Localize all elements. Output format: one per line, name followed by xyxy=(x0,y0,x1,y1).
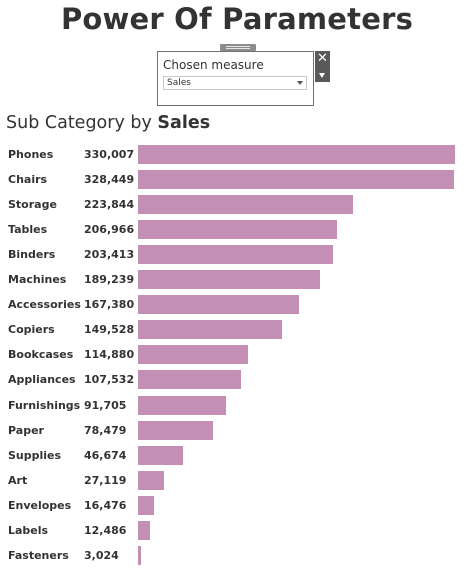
bar[interactable] xyxy=(138,145,455,164)
caret-down-icon[interactable] xyxy=(319,73,325,78)
category-label: Machines xyxy=(8,273,67,287)
bar[interactable] xyxy=(138,445,183,465)
bar[interactable] xyxy=(138,220,337,240)
value-label: 330,007 xyxy=(84,148,135,161)
category-label: Phones xyxy=(8,148,54,161)
measure-dropdown-value: Sales xyxy=(167,78,191,88)
chart-row: Fasteners 3,024 xyxy=(0,543,474,568)
value-label: 114,880 xyxy=(84,348,135,362)
bar[interactable] xyxy=(138,320,282,340)
value-label: 78,479 xyxy=(84,423,127,437)
page-title: Power Of Parameters xyxy=(60,2,414,36)
category-label: Furnishings xyxy=(8,398,81,412)
category-label: Binders xyxy=(8,248,56,262)
value-label: 91,705 xyxy=(84,398,127,412)
parameter-control: Chosen measure Sales xyxy=(157,51,314,106)
value-label: 206,966 xyxy=(84,223,135,237)
chart-row: Tables 206,966 xyxy=(0,217,474,242)
category-label: Chairs xyxy=(8,173,48,187)
chart-title-measure: Sales xyxy=(157,113,211,133)
category-label: Paper xyxy=(8,423,44,437)
parameter-drag-handle[interactable] xyxy=(220,44,256,51)
value-label: 46,674 xyxy=(84,448,127,462)
value-label: 12,486 xyxy=(84,523,127,537)
bar[interactable] xyxy=(138,420,214,440)
category-label: Bookcases xyxy=(8,348,74,362)
bar[interactable] xyxy=(138,370,242,390)
category-label: Storage xyxy=(8,198,57,212)
value-label: 16,476 xyxy=(84,498,127,512)
parameter-label: Chosen measure xyxy=(163,58,264,72)
value-label: 27,119 xyxy=(84,473,127,487)
value-label: 167,380 xyxy=(84,298,135,312)
chart-row: Phones 330,007 xyxy=(0,142,474,167)
category-label: Envelopes xyxy=(8,498,72,512)
category-label: Supplies xyxy=(8,448,62,462)
chart-row: Envelopes 16,476 xyxy=(0,493,474,518)
chart-row: Copiers 149,528 xyxy=(0,317,474,342)
category-label: Appliances xyxy=(8,373,76,387)
bar[interactable] xyxy=(138,520,150,540)
chart-row: Furnishings 91,705 xyxy=(0,393,474,418)
bar[interactable] xyxy=(138,245,334,265)
category-label: Art xyxy=(8,473,28,487)
category-label: Labels xyxy=(8,523,49,537)
bar[interactable] xyxy=(138,345,249,365)
value-label: 328,449 xyxy=(84,173,135,187)
chart-row: Chairs 328,449 xyxy=(0,167,474,192)
chart-row: Appliances 107,532 xyxy=(0,367,474,392)
measure-dropdown[interactable]: Sales xyxy=(163,76,307,90)
bar[interactable] xyxy=(138,470,165,490)
value-label: 107,532 xyxy=(84,373,135,387)
bar[interactable] xyxy=(138,195,354,215)
chart-row: Bookcases 114,880 xyxy=(0,342,474,367)
parameter-card-toolbar: ✕ xyxy=(315,51,330,82)
bar[interactable] xyxy=(138,495,154,515)
dropdown-arrow-icon[interactable] xyxy=(297,81,303,85)
category-label: Fasteners xyxy=(8,548,69,562)
bar[interactable] xyxy=(138,170,454,190)
chart-row: Paper 78,479 xyxy=(0,418,474,443)
value-label: 223,844 xyxy=(84,198,135,212)
chart-row: Machines 189,239 xyxy=(0,267,474,292)
chart-row: Storage 223,844 xyxy=(0,192,474,217)
chart-row: Supplies 46,674 xyxy=(0,443,474,468)
chart-row: Art 27,119 xyxy=(0,468,474,493)
chart-row: Labels 12,486 xyxy=(0,518,474,543)
chart-row: Accessories 167,380 xyxy=(0,292,474,317)
value-label: 149,528 xyxy=(84,323,135,337)
bar[interactable] xyxy=(138,270,320,290)
value-label: 3,024 xyxy=(84,548,119,562)
bar[interactable] xyxy=(138,545,141,565)
value-label: 203,413 xyxy=(84,248,135,262)
category-label: Accessories xyxy=(8,298,81,312)
bar[interactable] xyxy=(138,395,227,415)
chart-title-prefix: Sub Category by xyxy=(6,113,152,133)
bar[interactable] xyxy=(138,295,299,315)
chart-row: Binders 203,413 xyxy=(0,242,474,267)
category-label: Tables xyxy=(8,223,48,237)
value-label: 189,239 xyxy=(84,273,135,287)
category-label: Copiers xyxy=(8,323,55,337)
close-icon[interactable]: ✕ xyxy=(317,51,328,66)
chart-title: Sub Category by Sales xyxy=(6,113,210,133)
